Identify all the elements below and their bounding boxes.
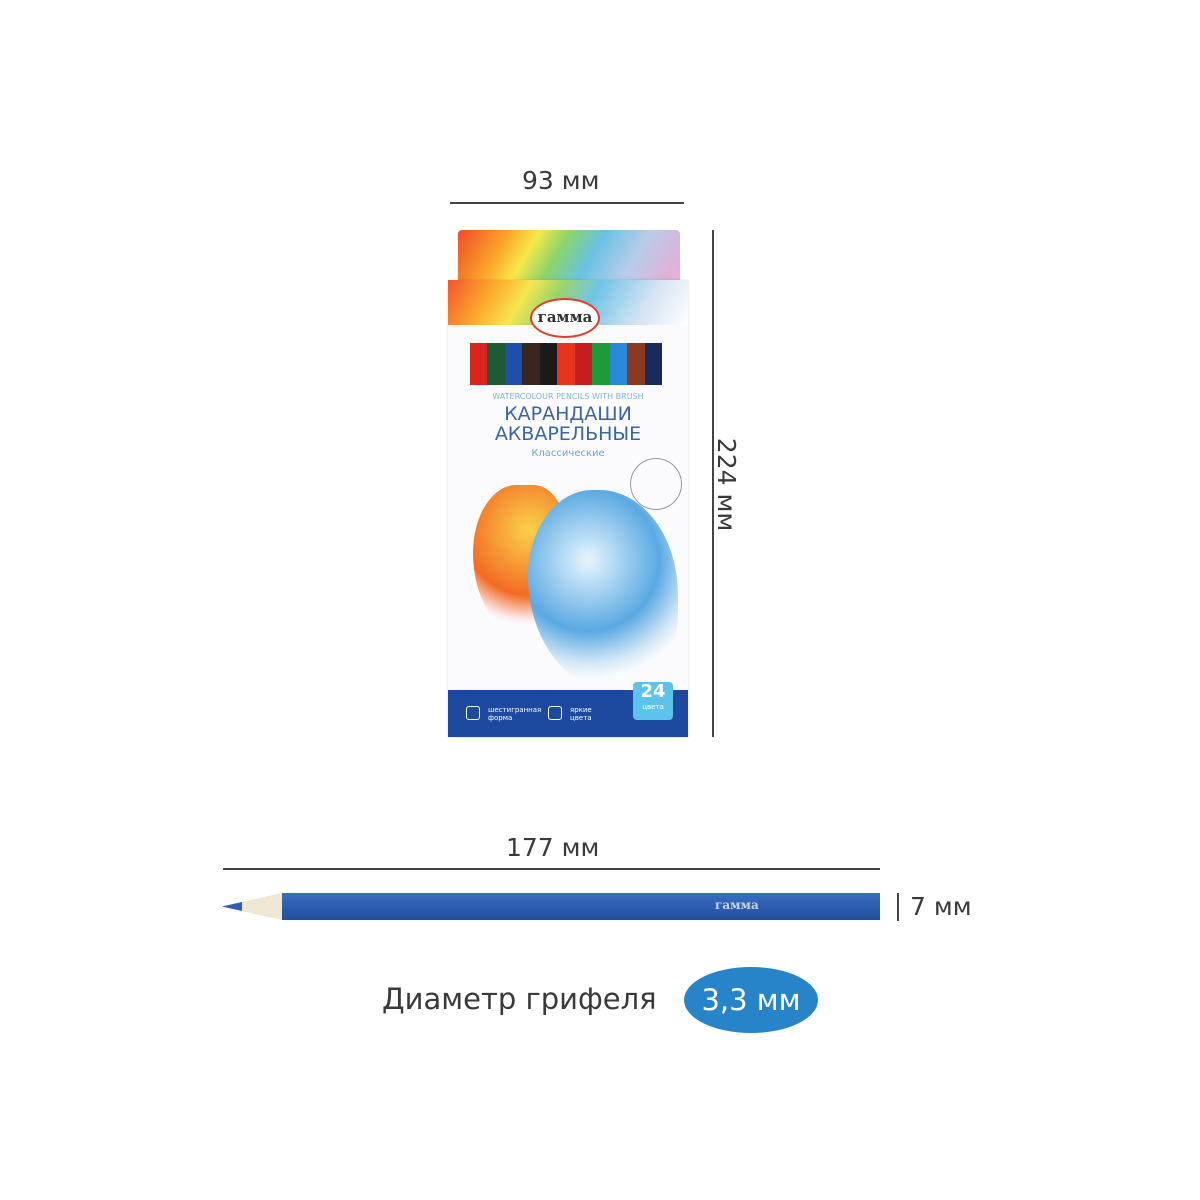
pencil-brand: гамма	[715, 898, 759, 912]
brush-stamp-icon	[630, 458, 682, 510]
pencil-thickness-label: 7 мм	[910, 892, 972, 921]
count-badge: 24 цвета	[633, 682, 673, 720]
feature-bar: шестигранная форма яркие цвета 24 цвета	[448, 682, 688, 737]
feature-hexagon: шестигранная форма	[488, 706, 542, 722]
pencil-window	[470, 343, 662, 385]
count-value: 24	[640, 681, 666, 702]
title-line1: КАРАНДАШИ	[504, 403, 632, 425]
lead-diameter-value: 3,3 мм	[684, 967, 818, 1033]
pencil-tip	[222, 893, 282, 920]
pencil-box: гамма WATERCOLOUR PENCILS WITH BRUSH КАР…	[448, 280, 688, 737]
window-pencil	[557, 343, 575, 385]
box-height-arrow	[712, 230, 714, 737]
window-pencil	[539, 343, 558, 385]
blue-fish-illustration	[528, 490, 678, 690]
window-pencil	[470, 343, 488, 385]
sun-icon	[548, 706, 562, 720]
pencil-length-label: 177 мм	[506, 833, 600, 862]
hexagon-icon	[466, 706, 480, 720]
lead-diameter-label: Диаметр грифеля	[382, 982, 657, 1016]
series-label: Классические	[531, 448, 605, 459]
window-pencil	[644, 343, 662, 385]
title-line2: АКВАРЕЛЬНЫЕ	[494, 423, 642, 445]
box-width-arrow	[450, 202, 684, 204]
pencil-body	[282, 893, 880, 920]
subtitle-en: WATERCOLOUR PENCILS WITH BRUSH	[492, 392, 644, 401]
window-pencil	[522, 343, 540, 385]
count-label: цвета	[642, 703, 664, 711]
box-height-label: 224 мм	[712, 437, 742, 532]
window-pencil	[592, 343, 610, 385]
window-pencil	[627, 343, 645, 385]
feature-bright: яркие цвета	[570, 706, 592, 722]
window-pencil	[609, 343, 628, 385]
window-pencil	[487, 343, 505, 385]
box-width-label: 93 мм	[522, 166, 600, 195]
pencil-thickness-arrow	[897, 893, 899, 921]
window-pencil	[504, 343, 523, 385]
brand-logo: гамма	[530, 298, 600, 338]
window-pencil	[574, 343, 593, 385]
pencil-length-arrow	[223, 868, 880, 870]
